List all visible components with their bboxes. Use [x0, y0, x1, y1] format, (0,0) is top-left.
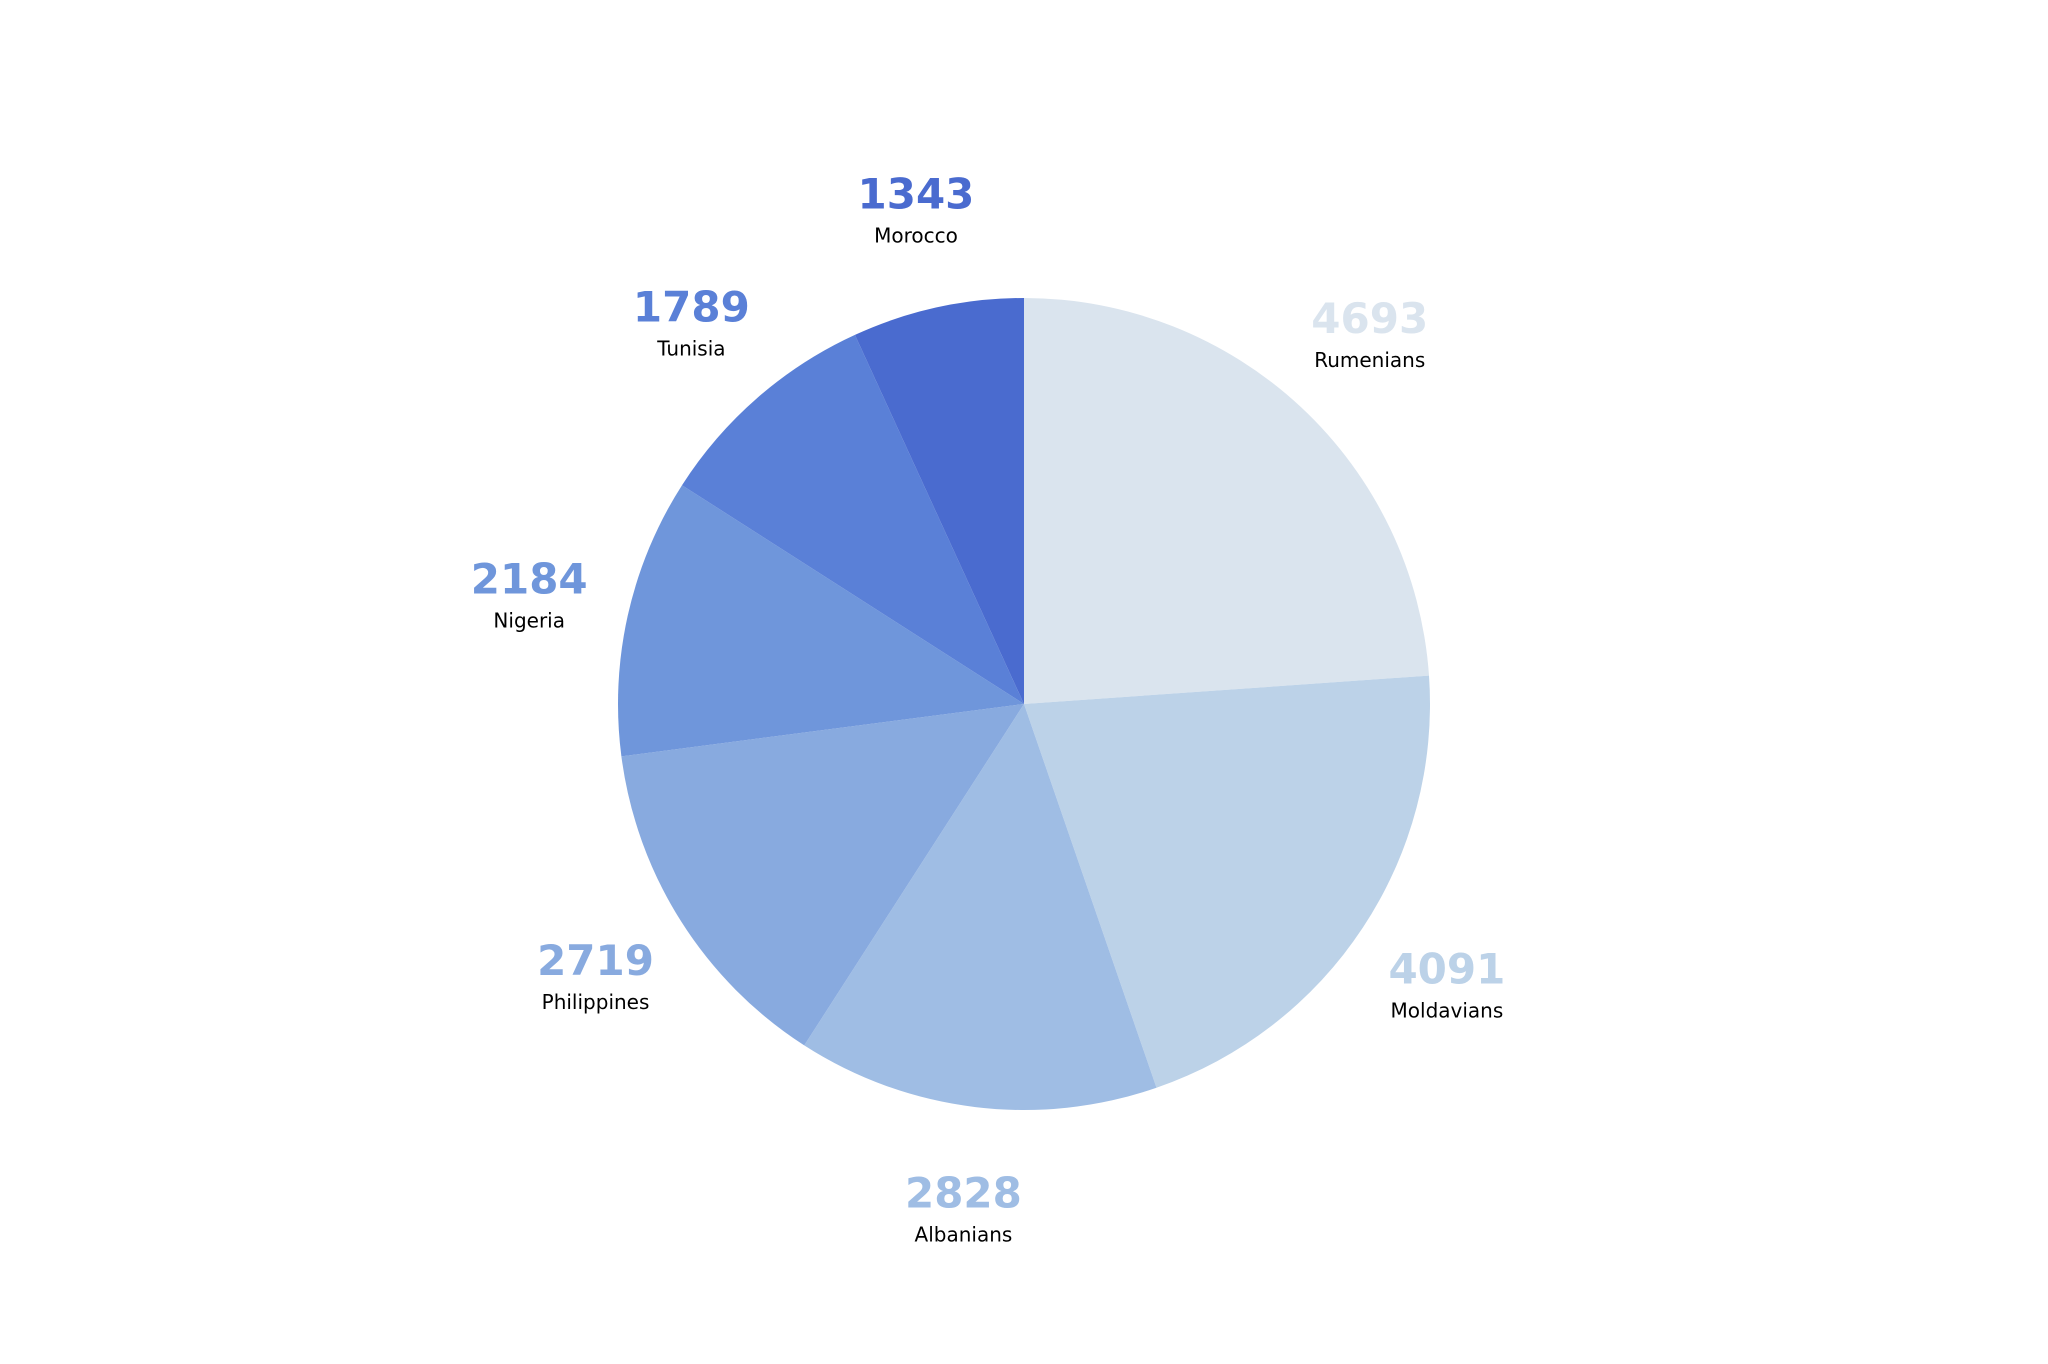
pie-slice [618, 485, 1024, 757]
category-label: Albanians [915, 1222, 1013, 1246]
pie-slice [854, 298, 1024, 704]
pie-slice [1024, 298, 1430, 704]
pie-slice [1024, 675, 1430, 1088]
category-label: Nigeria [493, 608, 565, 632]
category-label: Moldavians [1391, 999, 1504, 1023]
category-label: Tunisia [656, 336, 725, 360]
value-label: 2719 [537, 936, 654, 985]
value-label: 1343 [858, 170, 975, 219]
value-label: 4693 [1311, 294, 1428, 343]
pie-slice [621, 704, 1024, 1046]
category-label: Rumenians [1314, 348, 1425, 372]
value-label: 1789 [633, 282, 750, 331]
value-label: 2184 [471, 554, 588, 603]
value-label: 2828 [905, 1168, 1022, 1217]
pie-slice [804, 704, 1157, 1110]
value-label: 4091 [1388, 945, 1505, 994]
pie-slice [682, 334, 1024, 704]
category-label: Philippines [542, 990, 650, 1014]
category-label: Morocco [874, 224, 958, 248]
